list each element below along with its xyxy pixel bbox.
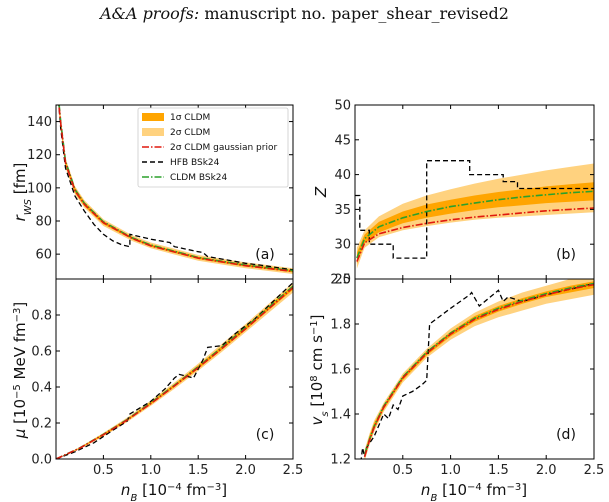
plot-area — [58, 105, 293, 274]
y-axis-label-d: vs [108 cm s−1] — [308, 314, 331, 425]
y-tick-label: 100 — [27, 181, 52, 196]
y-tick-label: 0.0 — [31, 453, 52, 468]
sigma1-band — [356, 182, 594, 264]
y-tick-label: 40 — [334, 168, 351, 183]
x-axis-label-d: nB [10−4 fm−3] — [421, 481, 527, 502]
y-tick-label: 2.0 — [330, 273, 351, 288]
plot-area — [56, 282, 293, 459]
x-tick-label: 2.5 — [584, 463, 605, 478]
y-axis-label-b: Z — [312, 186, 330, 198]
y-tick-label: 30 — [334, 238, 351, 253]
y-tick-label: 35 — [334, 203, 351, 218]
y-tick-label: 0.4 — [31, 381, 52, 396]
y-tick-label: 80 — [35, 215, 52, 230]
y-tick-label: 1.8 — [330, 318, 351, 333]
y-tick-label: 1.2 — [330, 453, 351, 468]
panel-a: 60 80 100 120 140 (a) — [27, 104, 294, 280]
x-tick-label: 2.5 — [283, 463, 304, 478]
panel-label: (c) — [256, 427, 275, 443]
y-tick-label: 1.4 — [330, 408, 351, 423]
panel-c: 0.5 1.0 1.5 2.0 2.5 0.0 0.2 0.4 0.6 0.8 (c) — [31, 278, 304, 478]
plot-area — [355, 160, 594, 269]
y-tick-label: 45 — [334, 133, 351, 148]
panel-b: 25 30 35 40 45 50 (b) — [334, 99, 595, 288]
gauss-line — [58, 105, 293, 273]
journal-name: A&A proofs: — [100, 4, 200, 23]
legend-box — [137, 107, 289, 188]
x-tick-label: 0.5 — [93, 463, 114, 478]
legend-label: HFB BSk24 — [170, 158, 220, 168]
y-axis-label-c: μ [10−5 MeV fm−3] — [11, 302, 29, 440]
legend: 1σ CLDM 2σ CLDM 2σ CLDM gaussian prior HFB … — [137, 107, 289, 188]
panel-label: (d) — [556, 427, 576, 443]
y-tick-label: 1.6 — [330, 363, 351, 378]
x-tick-label: 2.0 — [235, 463, 256, 478]
gauss-line — [56, 286, 293, 459]
x-tick-label: 1.5 — [188, 463, 209, 478]
y-tick-label: 140 — [27, 115, 52, 130]
axes-frame — [55, 278, 294, 460]
manuscript-id: manuscript no. paper_shear_revised2 — [204, 4, 509, 23]
x-axis-label-c: nB [10−4 fm−3] — [121, 481, 227, 502]
y-tick-label: 50 — [334, 99, 351, 114]
x-tick-label: 1.0 — [440, 463, 461, 478]
panel-label: (a) — [255, 247, 275, 263]
legend-label: 2σ CLDM gaussian prior — [170, 143, 277, 153]
gauss-line — [356, 207, 594, 262]
band2-legend-swatch — [142, 128, 164, 136]
cldm-line — [356, 190, 594, 259]
sigma2-band — [58, 105, 293, 274]
y-tick-label: 0.8 — [31, 309, 52, 324]
x-tick-label: 1.5 — [488, 463, 509, 478]
page-header: A&A proofs: manuscript no. paper_shear_r… — [0, 4, 609, 23]
panel-label: (b) — [556, 247, 576, 263]
legend-label: 1σ CLDM — [170, 113, 210, 123]
y-tick-label: 25 — [334, 273, 351, 288]
legend-label: 2σ CLDM — [170, 128, 210, 138]
plot-area — [360, 279, 594, 459]
y-tick-label: 0.2 — [31, 417, 52, 432]
hfb-line — [56, 282, 293, 459]
legend-label: CLDM BSk24 — [170, 173, 228, 183]
hfb-line — [58, 105, 293, 271]
gauss-line — [363, 283, 594, 458]
x-tick-label: 0.5 — [392, 463, 413, 478]
x-tick-label: 1.0 — [140, 463, 161, 478]
band1-legend-swatch — [142, 113, 164, 121]
y-tick-label: 0.6 — [31, 345, 52, 360]
x-tick-label: 2.0 — [536, 463, 557, 478]
panel-d: 0.5 1.0 1.5 2.0 2.5 1.2 1.4 1.6 1.8 2.0 (d) — [330, 273, 604, 479]
y-tick-label: 60 — [35, 248, 52, 263]
y-tick-label: 120 — [27, 148, 52, 163]
y-axis-label-a: rWS [fm] — [11, 163, 34, 222]
